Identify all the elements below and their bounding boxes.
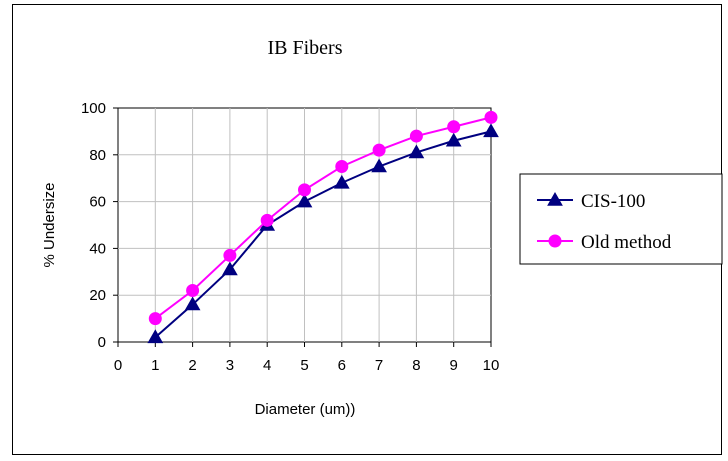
x-tick-label: 9 <box>450 357 458 374</box>
x-tick-label: 8 <box>412 357 420 374</box>
legend-marker-old-method <box>548 234 562 248</box>
data-point-old-method <box>409 129 423 143</box>
data-point-cis-100 <box>296 193 313 208</box>
y-tick-label: 20 <box>89 287 106 304</box>
data-point-cis-100 <box>483 123 499 138</box>
data-point-old-method <box>484 110 498 124</box>
x-tick-label: 1 <box>151 357 159 374</box>
series-line-cis-100 <box>154 130 492 339</box>
data-point-old-method <box>223 248 237 262</box>
x-tick-label: 2 <box>188 357 196 374</box>
x-tick-label: 5 <box>300 357 308 374</box>
y-axis-label: % Undersize <box>41 182 58 267</box>
data-point-cis-100 <box>408 144 425 159</box>
series-group <box>147 110 499 344</box>
data-point-old-method <box>335 160 349 173</box>
x-tick-label: 7 <box>375 357 383 374</box>
x-tick-label: 4 <box>263 357 271 374</box>
data-point-cis-100 <box>371 158 387 173</box>
y-tick-label: 80 <box>89 147 106 164</box>
x-axis-label: Diameter (um)) <box>255 401 356 418</box>
x-tick-label: 6 <box>338 357 346 374</box>
y-tick-label: 40 <box>89 240 106 257</box>
chart-title: IB Fibers <box>268 37 343 59</box>
y-tick-label: 100 <box>81 100 106 117</box>
x-tick-label: 0 <box>114 357 122 374</box>
data-point-cis-100 <box>147 329 164 344</box>
y-tick-label: 0 <box>98 334 106 351</box>
data-point-old-method <box>186 284 200 298</box>
x-tick-label: 3 <box>226 357 234 374</box>
data-point-old-method <box>447 120 461 134</box>
x-tick-label: 10 <box>483 357 500 374</box>
data-point-old-method <box>298 183 311 197</box>
data-point-old-method <box>372 143 386 157</box>
x-tick-labels: 0 1 2 3 4 5 6 7 8 9 10 <box>114 357 500 374</box>
data-point-cis-100 <box>333 174 350 189</box>
legend-label-cis-100: CIS-100 <box>581 191 645 212</box>
data-point-old-method <box>260 213 274 227</box>
legend-label-old-method: Old method <box>581 232 672 253</box>
y-tick-label: 60 <box>89 194 106 211</box>
data-point-cis-100 <box>184 296 201 311</box>
data-point-old-method <box>148 312 162 326</box>
series-line-old-method <box>154 116 492 320</box>
y-tick-labels: 0 20 40 60 80 100 <box>81 100 106 351</box>
data-point-cis-100 <box>222 261 238 276</box>
legend-marker-cis-100 <box>547 191 563 206</box>
legend-box <box>519 173 723 265</box>
data-point-cis-100 <box>445 132 462 147</box>
legend: CIS-100 Old method <box>537 191 672 253</box>
